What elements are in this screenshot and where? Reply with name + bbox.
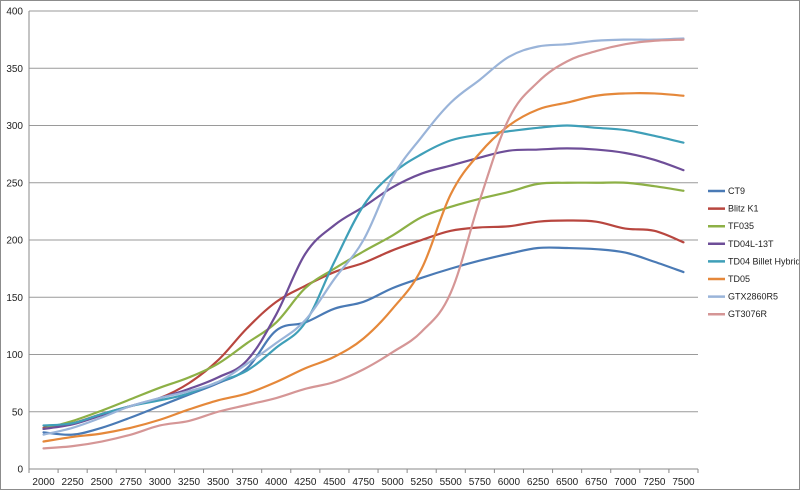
series-line-gt3076r xyxy=(42,38,685,450)
x-tick-label: 5500 xyxy=(440,477,463,488)
legend-label-td04-billet-hybrid: TD04 Billet Hybrid xyxy=(728,256,799,266)
y-tick-label: 200 xyxy=(6,236,23,247)
y-tick-label: 50 xyxy=(12,407,24,418)
x-tick-label: 6250 xyxy=(527,477,550,488)
x-tick-label: 4250 xyxy=(294,477,317,488)
legend-label-blitz-k1: Blitz K1 xyxy=(728,204,759,214)
y-tick-label: 250 xyxy=(6,178,23,189)
y-tick-label: 150 xyxy=(6,293,23,304)
x-tick-label: 4750 xyxy=(352,477,375,488)
legend-label-tf035: TF035 xyxy=(728,221,754,231)
x-tick-label: 3500 xyxy=(207,477,230,488)
series-line-gtx2860r5 xyxy=(42,37,685,436)
x-tick-label: 2750 xyxy=(120,477,143,488)
x-tick-label: 6750 xyxy=(585,477,608,488)
legend-label-ct9: CT9 xyxy=(728,186,745,196)
series-lines xyxy=(42,37,685,450)
x-tick-label: 6500 xyxy=(556,477,579,488)
y-tick-label: 400 xyxy=(6,7,23,18)
x-tick-label: 2000 xyxy=(32,477,55,488)
legend: CT9 Blitz K1 TF035 TD04L-13T TD04 Billet Hyb… xyxy=(708,186,800,319)
y-tick-label: 0 xyxy=(17,465,23,476)
x-tick-label: 2500 xyxy=(91,477,114,488)
x-tick-label: 3250 xyxy=(178,477,201,488)
x-tick-label: 4500 xyxy=(323,477,346,488)
legend-label-td05: TD05 xyxy=(728,274,750,284)
x-tick-label: 3750 xyxy=(236,477,259,488)
axes: 0 50 100 150 200 250 300 350 400 2000 2250 2500 2750… xyxy=(6,7,699,488)
x-tick-label: 7500 xyxy=(672,477,695,488)
series-line-td04l-13t xyxy=(42,147,685,431)
legend-label-td04l-13t: TD04L-13T xyxy=(728,239,774,249)
x-tick-label: 5000 xyxy=(381,477,404,488)
x-tick-label: 6000 xyxy=(498,477,521,488)
series-line-tf035 xyxy=(42,181,685,431)
gridlines xyxy=(29,10,698,413)
x-tick-label: 3000 xyxy=(149,477,172,488)
series-line-td05 xyxy=(42,92,685,443)
x-tick-label: 5750 xyxy=(469,477,492,488)
x-tick-label: 4000 xyxy=(265,477,288,488)
y-tick-label: 300 xyxy=(6,121,23,132)
x-tick-label: 2250 xyxy=(62,477,85,488)
x-tick-label: 7250 xyxy=(643,477,666,488)
x-tick-label: 5250 xyxy=(411,477,434,488)
legend-label-gt3076r: GT3076R xyxy=(728,309,768,319)
series-line-td04-billet-hybrid xyxy=(42,124,685,427)
legend-label-gtx2860r5: GTX2860R5 xyxy=(728,292,778,302)
y-tick-label: 100 xyxy=(6,350,23,361)
y-tick-label: 350 xyxy=(6,64,23,75)
series-line-ct9 xyxy=(42,246,685,436)
x-tick-label: 7000 xyxy=(614,477,637,488)
